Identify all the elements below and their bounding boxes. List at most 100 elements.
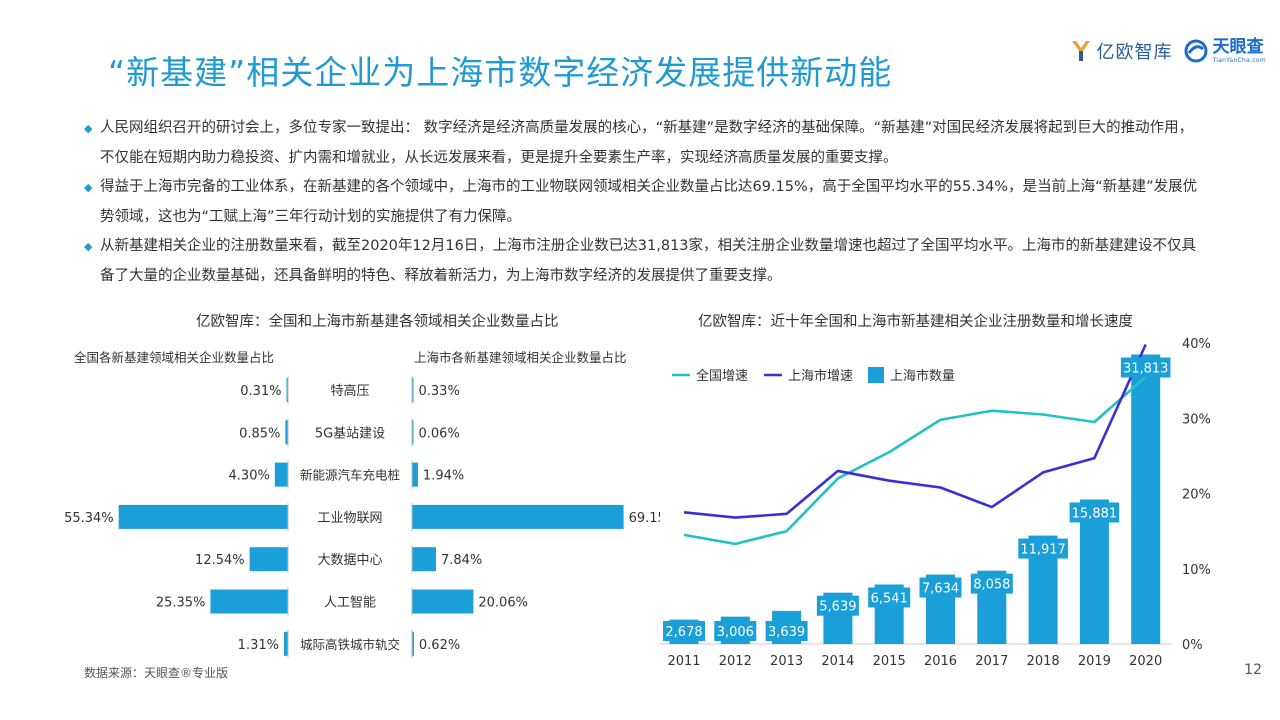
category-label: 城际高铁城市轨交 (300, 637, 400, 652)
legend-shanghai-label: 上海市增速 (788, 368, 853, 384)
tianyancha-logo-domain: TianYanCha.com (1212, 56, 1266, 64)
bullet-item: ◆ 从新基建相关企业的注册数量来看，截至2020年12月16日，上海市注册企业数… (84, 232, 1200, 291)
shanghai-value-label: 1.94% (423, 469, 464, 484)
diamond-bullet-icon: ◆ (84, 181, 93, 194)
iyiou-logo-icon (1072, 41, 1091, 61)
bar-value-label-bg (816, 595, 859, 616)
national-value-label: 12.54% (195, 553, 245, 568)
category-label: 人工智能 (324, 596, 376, 611)
legend-count-label: 上海市数量 (890, 368, 955, 384)
legend-national-label: 全国增速 (696, 368, 748, 384)
bullet-list: ◆ 人民网组织召开的研讨会上，多位专家一致提出： 数字经济是经济高质量发展的核心… (84, 114, 1200, 291)
combo-bar-line-chart: 0% 10% 20% 30% 40% 2011 2012 2013 2014 2015 2016 20… (660, 337, 1211, 669)
left-chart-title: 亿欧智库：全国和上海市新基建各领域相关企业数量占比 (196, 314, 559, 330)
shanghai-value-label: 0.33% (419, 384, 460, 399)
shanghai-value-label: 20.06% (478, 596, 528, 611)
national-bar (285, 420, 288, 445)
shanghai-bar (412, 504, 624, 529)
iyiou-logo-text: 亿欧智库 (1096, 42, 1173, 63)
shanghai-bar (412, 547, 436, 572)
diamond-bullet-icon: ◆ (84, 122, 93, 135)
diamond-bullet-icon: ◆ (84, 240, 93, 253)
bar-value-label-bg (1120, 357, 1171, 378)
national-value-label: 0.31% (240, 384, 281, 399)
national-bar (210, 589, 288, 614)
x-tick-label: 2016 (924, 654, 957, 669)
shanghai-bar (412, 589, 474, 614)
national-bar (118, 504, 288, 529)
bar-value-label-bg (970, 573, 1013, 594)
bar-value-label: 11,917 (1020, 543, 1066, 558)
right-chart-title: 亿欧智库：近十年全国和上海市新基建相关企业注册数量和增长速度 (698, 314, 1133, 330)
national-value-label: 25.35% (156, 596, 206, 611)
national-bar (274, 462, 288, 487)
national-bar (286, 378, 288, 402)
bar-value-label-bg (663, 621, 705, 641)
tianyancha-logo-text: 天眼查 (1212, 36, 1264, 57)
bar-value-label: 3,639 (768, 625, 805, 640)
bar-value-label: 3,006 (717, 625, 754, 640)
national-value-label: 0.85% (239, 426, 280, 441)
bar-value-label: 15,881 (1072, 506, 1118, 521)
bar-value-label-bg (1018, 538, 1068, 559)
x-tick-label: 2015 (873, 654, 906, 669)
shanghai-bar (412, 462, 418, 487)
page-number: 12 (1244, 662, 1262, 678)
y2-tick-label: 30% (1182, 412, 1211, 427)
shanghai-count-bar (1079, 499, 1109, 644)
national-bar (249, 547, 288, 572)
national-value-label: 4.30% (229, 469, 270, 484)
x-tick-label: 2018 (1027, 654, 1060, 669)
shanghai-count-bar (1131, 354, 1161, 644)
shanghai-bar (412, 378, 414, 402)
shanghai-bar (412, 631, 414, 656)
bar-value-label-bg (714, 621, 757, 641)
bar-value-label-bg (919, 577, 962, 598)
x-tick-label: 2011 (667, 654, 700, 669)
bullet-text: 得益于上海市完备的工业体系，在新基建的各个领域中，上海市的工业物联网领域相关企业… (100, 179, 1198, 225)
bar-value-label-bg (765, 621, 808, 641)
x-tick-label: 2013 (770, 654, 803, 669)
category-label: 5G基站建设 (315, 426, 385, 441)
shanghai-value-label: 7.84% (441, 553, 482, 568)
x-tick-label: 2017 (975, 654, 1008, 669)
data-source: 数据来源：天眼查®专业版 (84, 666, 229, 680)
national-value-label: 55.34% (64, 511, 114, 526)
x-tick-label: 2014 (821, 654, 854, 669)
bullet-item: ◆ 人民网组织召开的研讨会上，多位专家一致提出： 数字经济是经济高质量发展的核心… (84, 114, 1200, 173)
bullet-text: 人民网组织召开的研讨会上，多位专家一致提出： 数字经济是经济高质量发展的核心，“… (100, 120, 1194, 166)
bar-value-label: 6,541 (871, 591, 908, 606)
y2-tick-label: 0% (1182, 638, 1203, 653)
page-title: “新基建”相关企业为上海市数字经济发展提供新动能 (108, 53, 893, 92)
x-tick-label: 2020 (1129, 654, 1162, 669)
bullet-text: 从新基建相关企业的注册数量来看，截至2020年12月16日，上海市注册企业数已达… (100, 238, 1197, 284)
bullet-item: ◆ 得益于上海市完备的工业体系，在新基建的各个领域中，上海市的工业物联网领域相关… (84, 173, 1200, 232)
butterfly-bar-chart: 0.31% 0.33% 特高压 0.85% 0.06% 5G基站建设 4.30% 1.94% 新… (64, 376, 660, 658)
national-growth-line (683, 375, 1147, 546)
iyiou-logo: 亿欧智库 (1070, 38, 1172, 64)
shanghai-value-label: 0.62% (419, 638, 460, 653)
y2-tick-label: 20% (1182, 488, 1211, 503)
shanghai-bar (412, 420, 414, 445)
shanghai-value-label: 0.06% (419, 426, 460, 441)
shanghai-growth-line (683, 343, 1147, 519)
tianyancha-logo: 天眼查 TianYanCha.com (1184, 36, 1266, 64)
logos: 亿欧智库 天眼查 TianYanCha.com (1070, 38, 1266, 64)
y2-tick-label: 10% (1182, 563, 1211, 578)
bar-value-label: 7,634 (922, 582, 959, 597)
bar-value-label: 2,678 (665, 625, 702, 640)
bar-value-label: 8,058 (973, 578, 1010, 593)
bar-value-label: 5,639 (819, 600, 856, 615)
national-value-label: 1.31% (238, 638, 279, 653)
left-chart-shanghai-header: 上海市各新基建领域相关企业数量占比 (414, 350, 627, 365)
x-tick-label: 2019 (1078, 654, 1111, 669)
category-label: 特高压 (330, 383, 369, 399)
bar-value-label: 31,813 (1123, 362, 1169, 377)
category-label: 大数据中心 (317, 553, 382, 568)
tianyancha-logo-icon (1184, 39, 1208, 63)
category-label: 新能源汽车充电桩 (300, 468, 400, 483)
left-chart-national-header: 全国各新基建领域相关企业数量占比 (74, 350, 275, 365)
category-label: 工业物联网 (317, 511, 382, 526)
national-bar (283, 631, 288, 656)
legend-count-swatch (868, 367, 884, 383)
